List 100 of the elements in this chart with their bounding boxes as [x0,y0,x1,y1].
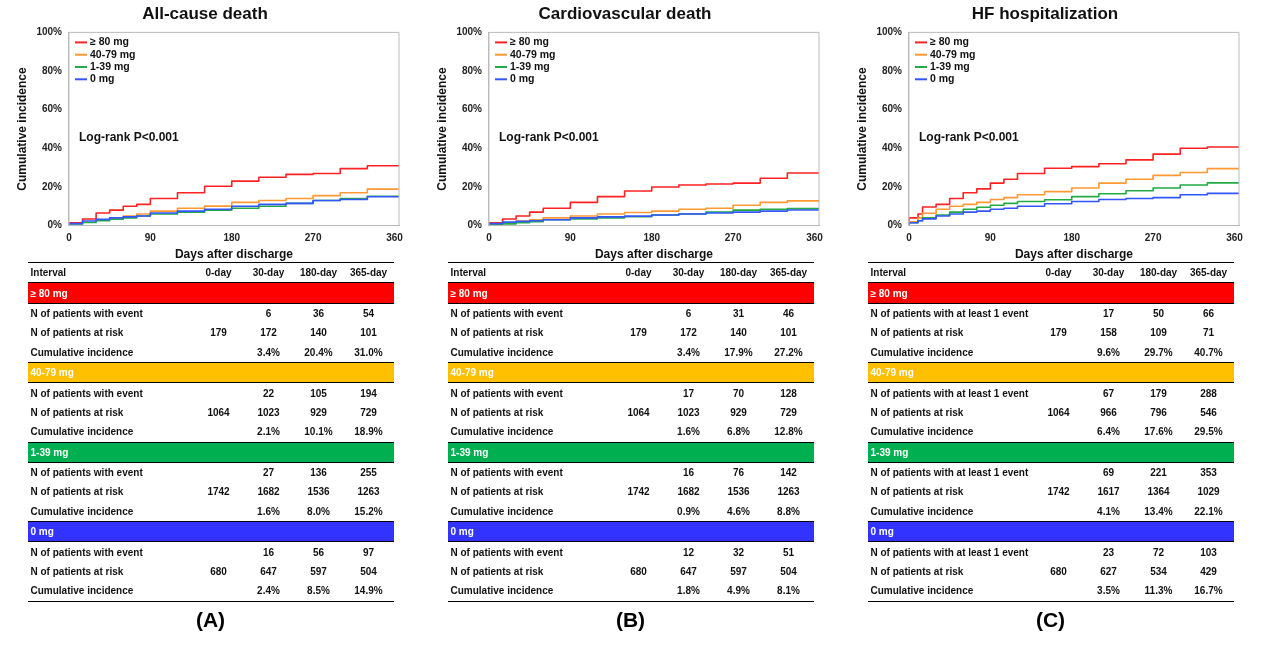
category-label: N of patients with event [450,546,563,558]
category-label: N of patients at risk [450,406,544,418]
text: 13.4% [1144,505,1173,517]
text: 221 [1150,467,1167,479]
text: 140 [730,327,747,339]
category-label: Cumulative incidence [450,346,554,358]
text: 1023 [677,406,700,418]
y-tick-label: 20% [881,180,902,192]
y-tick-label: 60% [41,103,62,115]
text: 627 [1100,566,1117,578]
y-tick-label: 0% [467,219,482,231]
category-label: N of patients at risk [870,327,964,339]
text: 255 [360,467,377,479]
text: 1536 [307,486,330,498]
text: 504 [360,566,377,578]
category-label: N of patients at risk [30,327,124,339]
text: 40.7% [1194,346,1223,358]
category-label: N of patients at risk [870,486,964,498]
text: 647 [680,566,697,578]
text: 54 [362,307,375,319]
text: 14.9% [354,585,383,597]
x-tick-label: 90 [984,232,996,244]
category-label: N of patients with event [30,467,143,479]
x-tick-label: 0 [905,232,912,244]
text: 534 [1150,566,1167,578]
text: 194 [360,387,377,399]
text: 966 [1100,406,1117,418]
category-label: N of patients at risk [870,406,964,418]
text: 29.5% [1194,426,1223,438]
text: 140 [310,327,327,339]
text: 3.4% [257,346,280,358]
text: 4.6% [727,505,750,517]
y-tick-label: 100% [35,26,62,38]
y-tick-label: 100% [875,26,902,38]
text: 1029 [1197,486,1220,498]
text: 128 [780,387,797,399]
category-label: 0 mg [450,526,474,538]
text: 31.0% [354,346,383,358]
category-label: N of patients with at least 1 event [870,467,1029,479]
text: 136 [310,467,327,479]
category-label: ≥ 80 mg [450,287,488,299]
y-tick-label: 40% [881,142,902,154]
category-label: 1-39 mg [870,446,909,458]
category-label: N of patients with event [450,387,563,399]
text: 179 [1150,387,1167,399]
category-label: 365-day [343,262,394,283]
x-tick-label: 270 [304,232,322,244]
text: 1617 [1097,486,1120,498]
text: 172 [680,327,697,339]
category-label: N of patients at risk [450,327,544,339]
annotation: Log-rank P<0.001 [498,130,599,145]
text: 101 [360,327,377,339]
text: 1023 [257,406,280,418]
category-label: N of patients at risk [870,566,964,578]
y-tick-label: 60% [881,103,902,115]
chart-title: Cardiovascular death [538,3,711,23]
category-label: 180-day [293,262,344,283]
text: 1.6% [257,505,280,517]
text: 50 [1152,307,1165,319]
x-axis-title: Days after discharge [174,247,293,262]
category-label: N of patients with at least 1 event [870,307,1029,319]
text: 20.4% [304,346,333,358]
text: 12 [682,546,695,558]
chart-title: All-cause death [141,3,268,23]
text: 796 [1150,406,1167,418]
y-tick-label: 0% [887,219,902,231]
category-label: 0 mg [870,526,894,538]
text: 546 [1200,406,1217,418]
text: 3.5% [1097,585,1120,597]
x-tick-label: 360 [385,232,403,244]
x-tick-label: 270 [1144,232,1162,244]
text: 1742 [207,486,230,498]
y-tick-label: 40% [41,142,62,154]
category-label: N of patients with at least 1 event [870,546,1029,558]
category-label: 1-39 mg [30,446,69,458]
text: 9.6% [1097,346,1120,358]
text: 597 [310,566,327,578]
y-tick-label: 60% [461,103,482,115]
x-tick-label: 90 [144,232,156,244]
text: 1536 [727,486,750,498]
text: 729 [360,406,377,418]
text: 6 [685,307,692,319]
text: 29.7% [1144,346,1173,358]
text: 680 [1050,566,1067,578]
text: 1263 [357,486,380,498]
text: 1263 [777,486,800,498]
text: 8.8% [777,505,800,517]
category-label: Cumulative incidence [870,505,974,517]
category-label: Cumulative incidence [30,426,134,438]
legend-label: 1-39 mg [509,59,550,72]
x-tick-label: 0 [485,232,492,244]
legend-label: ≥ 80 mg [929,35,969,48]
text: 6 [265,307,272,319]
x-axis-title: Days after discharge [1014,247,1133,262]
text: 6.8% [727,426,750,438]
category-label: N of patients with event [30,307,143,319]
category-label: 365-day [1183,262,1234,283]
text: 15.2% [354,505,383,517]
y-tick-label: 80% [41,64,62,76]
category-label: Cumulative incidence [870,585,974,597]
